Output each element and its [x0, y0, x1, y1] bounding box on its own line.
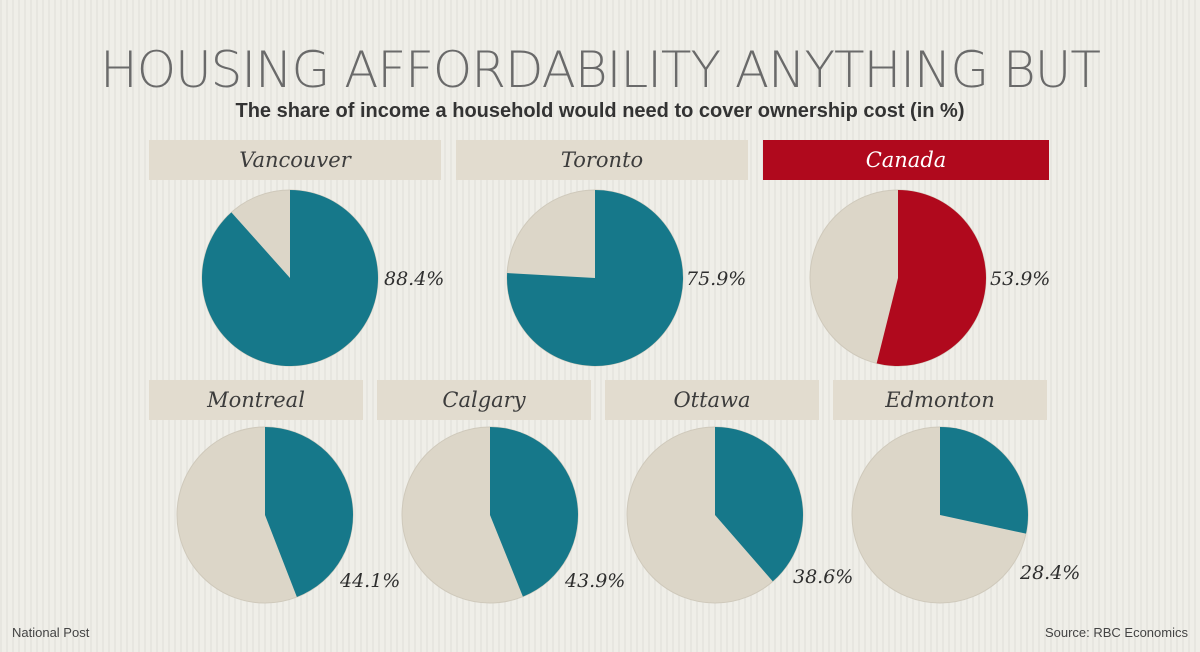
city-label-toronto: Toronto: [456, 140, 748, 180]
pie-slice-montreal: [265, 427, 353, 598]
city-label-edmonton: Edmonton: [833, 380, 1047, 420]
city-label-calgary: Calgary: [377, 380, 591, 420]
pie-slice-ottawa: [715, 427, 803, 582]
source-credit: Source: RBC Economics: [1044, 625, 1188, 640]
pct-label-edmonton: 28.4%: [1020, 562, 1081, 584]
pie-slice-edmonton: [940, 427, 1028, 534]
pie-montreal: [176, 426, 354, 604]
city-label-canada: Canada: [763, 140, 1049, 180]
pct-label-canada: 53.9%: [990, 268, 1051, 290]
pie-slice-toronto: [507, 190, 683, 366]
pct-label-ottawa: 38.6%: [793, 566, 854, 588]
pct-label-montreal: 44.1%: [340, 570, 401, 592]
pct-label-vancouver: 88.4%: [384, 268, 445, 290]
pie-slice-calgary: [490, 427, 578, 597]
publisher-credit: National Post: [12, 625, 90, 640]
pie-vancouver: [201, 189, 379, 367]
pie-slice-canada: [876, 190, 986, 366]
city-label-ottawa: Ottawa: [605, 380, 819, 420]
pie-edmonton: [851, 426, 1029, 604]
city-label-vancouver: Vancouver: [149, 140, 441, 180]
chart-title: HOUSING AFFORDABILITY ANYTHING BUT: [100, 41, 1101, 99]
city-label-montreal: Montreal: [149, 380, 363, 420]
pie-canada: [809, 189, 987, 367]
pie-slice-vancouver: [202, 190, 378, 366]
pie-calgary: [401, 426, 579, 604]
pie-ottawa: [626, 426, 804, 604]
pct-label-calgary: 43.9%: [565, 570, 626, 592]
pct-label-toronto: 75.9%: [686, 268, 747, 290]
pie-toronto: [506, 189, 684, 367]
chart-subtitle: The share of income a household would ne…: [235, 100, 965, 122]
